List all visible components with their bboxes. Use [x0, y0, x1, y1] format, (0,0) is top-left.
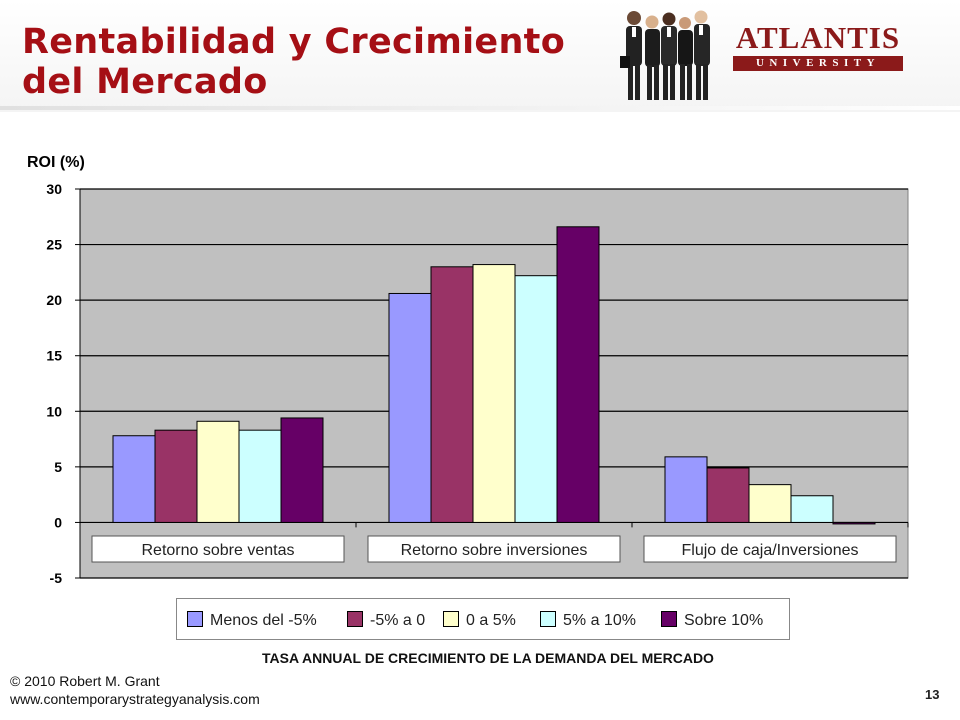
copyright-author: © 2010 Robert M. Grant	[10, 673, 160, 689]
legend-swatch	[443, 611, 459, 627]
y-tick-label: -5	[50, 570, 63, 586]
legend-label: Menos del -5%	[210, 612, 317, 629]
y-tick-label: 25	[46, 237, 62, 253]
bar	[664, 456, 708, 523]
legend-swatch	[187, 611, 203, 627]
bar	[706, 467, 750, 523]
legend-item: -5% a 0	[347, 611, 425, 629]
chart-legend: Menos del -5% -5% a 0 0 a 5% 5% a 10% Sobre …	[176, 598, 790, 640]
category-label-box	[91, 535, 345, 563]
category-label-box	[367, 535, 621, 563]
bar	[112, 435, 156, 523]
legend-label: 0 a 5%	[466, 612, 516, 629]
category-label: Retorno sobre ventas	[142, 542, 295, 559]
legend-label: 5% a 10%	[563, 612, 636, 629]
category-label: Retorno sobre inversiones	[401, 542, 588, 559]
y-tick-label: 10	[46, 403, 62, 419]
slide-title: Rentabilidad y Crecimiento del Mercado	[22, 22, 566, 102]
bar	[514, 275, 558, 523]
bar	[748, 484, 792, 523]
legend-label: Sobre 10%	[684, 612, 764, 629]
legend-swatch	[540, 611, 556, 627]
bar	[280, 417, 324, 523]
bar	[790, 495, 834, 523]
bar	[238, 429, 282, 523]
group-photo-image	[620, 10, 710, 100]
logo-main-text: ATLANTIS	[735, 20, 901, 55]
bar	[154, 429, 198, 523]
legend-swatch	[661, 611, 677, 627]
bar	[196, 420, 240, 523]
y-tick-label: 5	[54, 459, 62, 475]
copyright-text: © 2010 Robert M. Grant www.contemporarys…	[10, 672, 260, 708]
y-tick-label: 20	[46, 292, 62, 308]
title-divider	[0, 106, 960, 110]
legend-swatch	[347, 611, 363, 627]
bar	[388, 292, 432, 523]
category-label-box	[643, 535, 897, 563]
bar	[430, 266, 474, 523]
atlantis-university-logo: ATLANTIS UNIVERSITY	[733, 22, 903, 72]
y-tick-label: 15	[46, 348, 62, 364]
y-axis-label: ROI (%)	[27, 154, 85, 171]
bar	[556, 226, 600, 523]
bar	[472, 264, 516, 523]
x-axis-title: TASA ANNUAL DE CRECIMIENTO DE LA DEMANDA…	[262, 650, 714, 666]
category-label: Flujo de caja/Inversiones	[682, 542, 859, 559]
legend-item: Sobre 10%	[661, 611, 763, 629]
legend-label: -5% a 0	[370, 612, 426, 629]
y-tick-label: 0	[54, 514, 62, 530]
bar-chart: 30 25 20 15 10 5 0 -5 Retorno sobre ventas Retorn…	[46, 181, 909, 586]
legend-item: Menos del -5%	[187, 611, 317, 629]
legend-item: 5% a 10%	[540, 611, 636, 629]
y-tick-label: 30	[46, 181, 62, 197]
copyright-url: www.contemporarystrategyanalysis.com	[10, 691, 260, 707]
legend-item: 0 a 5%	[443, 611, 516, 629]
page-number: 13	[925, 687, 940, 702]
logo-sub-text: UNIVERSITY	[733, 56, 903, 71]
bar	[832, 521, 876, 525]
